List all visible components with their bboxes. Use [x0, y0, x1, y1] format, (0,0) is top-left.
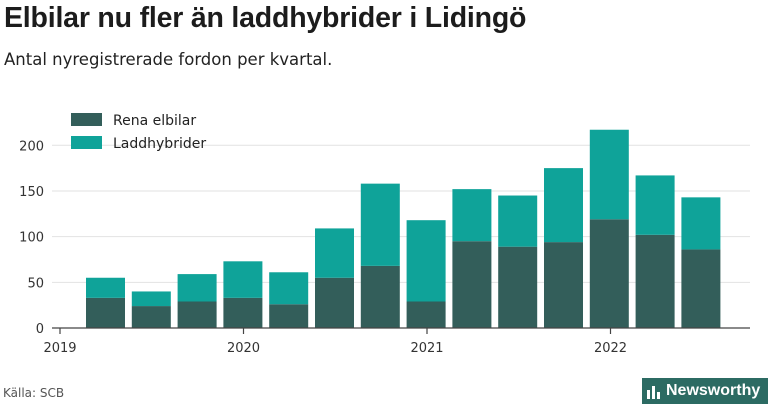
bar-elbilar: [406, 301, 446, 328]
bar-laddhybrider: [544, 168, 583, 243]
bar-elbilar: [452, 241, 492, 328]
x-tick-label: 2019: [43, 341, 76, 356]
bar-laddhybrider: [177, 274, 217, 302]
grid-lines: [52, 144, 750, 283]
axes: 0 50 100 150 200 2019 2020 2021 2022: [19, 139, 750, 356]
bars: [86, 129, 721, 328]
bar-elbilar: [269, 304, 309, 328]
x-tick-label: 2021: [410, 341, 443, 356]
bar-laddhybrider: [131, 291, 171, 307]
bar-elbilar: [223, 297, 263, 328]
legend-swatch: [71, 113, 102, 126]
bar-elbilar: [360, 265, 400, 328]
legend-swatch: [71, 136, 102, 149]
stacked-bar-chart: 0 50 100 150 200 2019 2020 2021 2022 Rena elbila…: [19, 113, 750, 356]
bar-laddhybrider: [589, 129, 629, 220]
bar-laddhybrider: [223, 261, 263, 298]
bar-elbilar: [498, 246, 538, 328]
y-tick-label: 100: [19, 231, 44, 246]
chart-subtitle: Antal nyregistrerade fordon per kvartal.: [4, 50, 333, 69]
bar-elbilar: [589, 219, 629, 328]
bar-laddhybrider: [635, 175, 675, 235]
bar-elbilar: [86, 297, 125, 328]
brand-logo: Newsworthy: [642, 378, 768, 404]
bar-chart-icon: [647, 386, 660, 399]
bar-laddhybrider: [406, 220, 446, 302]
x-tick-label: 2022: [594, 341, 627, 356]
bar-laddhybrider: [681, 197, 721, 250]
bar-elbilar: [681, 249, 721, 328]
chart-title: Elbilar nu fler än laddhybrider i Liding…: [4, 2, 527, 34]
legend-label: Laddhybrider: [113, 136, 206, 152]
x-tick-label: 2020: [227, 341, 260, 356]
bar-elbilar: [635, 234, 675, 328]
source-note: Källa: SCB: [3, 386, 65, 400]
y-tick-label: 150: [19, 185, 44, 200]
bar-laddhybrider: [452, 189, 492, 242]
brand-name: Newsworthy: [666, 382, 761, 399]
bar-laddhybrider: [498, 195, 538, 247]
bar-laddhybrider: [269, 272, 309, 305]
y-tick-label: 50: [27, 276, 44, 291]
bar-laddhybrider: [86, 277, 125, 298]
legend-label: Rena elbilar: [113, 113, 196, 129]
bar-elbilar: [315, 277, 354, 328]
y-tick-label: 0: [36, 322, 44, 337]
bar-laddhybrider: [360, 183, 400, 266]
bar-elbilar: [131, 306, 171, 328]
bar-elbilar: [544, 242, 583, 328]
y-tick-label: 200: [19, 139, 44, 154]
bar-elbilar: [177, 301, 217, 328]
legend: Rena elbilar Laddhybrider: [71, 113, 206, 152]
bar-laddhybrider: [315, 228, 354, 278]
